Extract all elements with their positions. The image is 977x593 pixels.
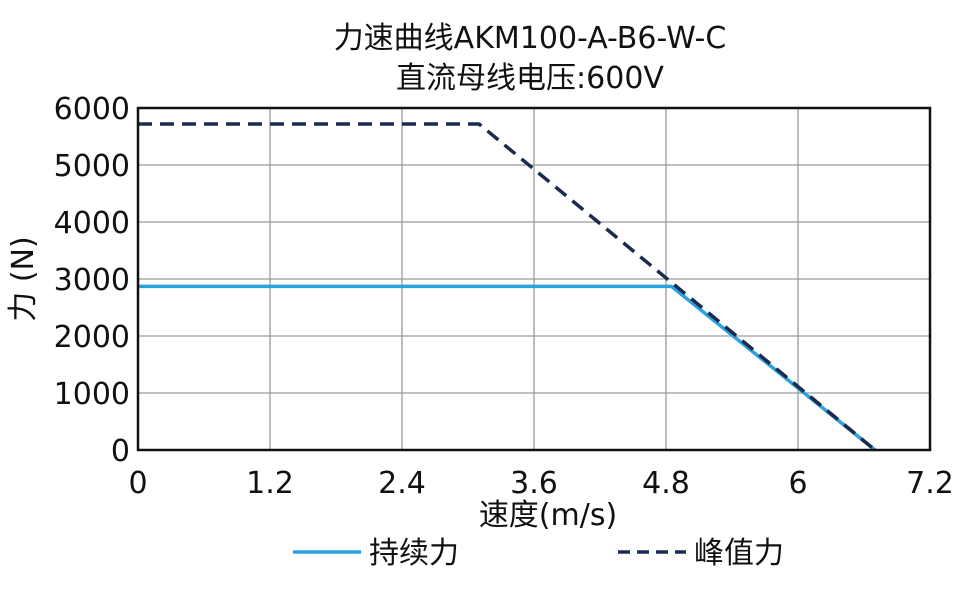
y-tick-label: 0 [111, 434, 130, 469]
y-tick-label: 2000 [54, 320, 130, 355]
legend-label-2: 峰值力 [694, 536, 784, 571]
x-axis-label: 速度(m/s) [479, 498, 617, 533]
x-tick-label: 7.2 [906, 466, 954, 501]
y-tick-label: 1000 [54, 377, 130, 412]
y-tick-label: 5000 [54, 149, 130, 184]
series-group [138, 122, 877, 452]
y-tick-label: 4000 [54, 206, 130, 241]
chart-subtitle: 直流母线电压:600V [396, 61, 664, 96]
x-tick-label: 3.6 [510, 466, 558, 501]
legend: 持续力 峰值力 [293, 536, 784, 571]
x-tick-labels: 0 1.2 2.4 3.6 4.8 6 7.2 [128, 466, 953, 501]
x-tick-label: 6 [788, 466, 807, 501]
y-axis-label: 力 (N) [6, 236, 41, 321]
series-line-1 [138, 284, 877, 452]
x-tick-label: 4.8 [642, 466, 690, 501]
y-tick-label: 3000 [54, 263, 130, 298]
chart-title: 力速曲线AKM100-A-B6-W-C [334, 21, 727, 56]
x-tick-label: 2.4 [378, 466, 426, 501]
series-line-2 [138, 122, 877, 452]
x-tick-label: 0 [128, 466, 147, 501]
plot-frame [136, 106, 932, 452]
y-tick-labels: 0 1000 2000 3000 4000 5000 6000 [54, 92, 130, 469]
legend-label-1: 持续力 [369, 536, 459, 571]
y-tick-label: 6000 [54, 92, 130, 127]
x-tick-label: 1.2 [246, 466, 294, 501]
